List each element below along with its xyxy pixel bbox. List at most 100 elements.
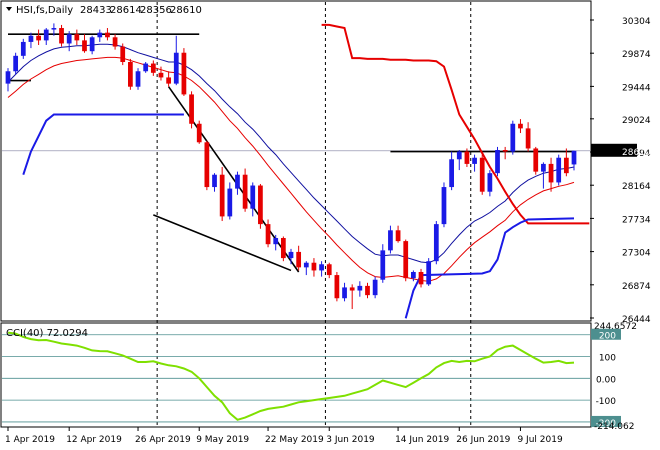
bear-candle	[265, 224, 271, 245]
bear-candle	[533, 148, 539, 172]
date-tick-label: 26 Jun 2019	[456, 435, 510, 445]
upper-envelope-line	[321, 23, 590, 225]
bull-candle	[433, 224, 439, 262]
moving-averages	[7, 23, 590, 319]
date-tick-label: 9 May 2019	[196, 435, 249, 445]
price-tick-label: 28164	[622, 182, 651, 192]
bear-candle	[502, 150, 508, 152]
cci-scale-label: -100	[596, 397, 617, 407]
bear-candle	[280, 238, 286, 259]
bear-candle	[105, 32, 110, 38]
bear-candle	[219, 174, 225, 217]
cci-scale-label: -200	[596, 419, 617, 429]
symbol-label: HSI,fs,Daily	[16, 5, 73, 16]
bull-candle	[143, 63, 149, 72]
bear-candle	[120, 46, 126, 62]
bull-candle	[227, 188, 233, 217]
bull-candle	[411, 271, 416, 279]
bear-candle	[365, 285, 370, 296]
symbol-dropdown-icon[interactable]	[6, 7, 12, 11]
bull-candle	[472, 157, 477, 164]
bear-candle	[59, 28, 64, 44]
ohlc-high: 28614	[110, 5, 142, 16]
cci-scale-label: 100	[599, 354, 616, 364]
bull-candle	[288, 251, 294, 259]
bull-candle	[28, 35, 34, 42]
bear-candle	[326, 264, 332, 276]
date-tick-label: 3 Jun 2019	[326, 435, 375, 445]
cci-scale-label: -214.062	[594, 422, 634, 432]
bull-candle	[212, 174, 217, 188]
price-tick-label: 27734	[622, 215, 651, 225]
bull-candle	[20, 41, 26, 56]
price-tick-label: 26444	[622, 315, 651, 325]
date-tick-label: 9 Jul 2019	[517, 435, 562, 445]
price-tick-label: 29874	[622, 50, 651, 60]
bull-candle	[273, 238, 279, 245]
date-axis: 1 Apr 2019 12 Apr 2019 26 Apr 2019 9 May 20…	[5, 427, 563, 445]
bear-candle	[196, 123, 202, 143]
bear-candle	[296, 251, 302, 268]
bull-candle	[372, 279, 378, 296]
ohlc-open: 28433	[80, 5, 112, 16]
bear-candle	[479, 157, 485, 192]
cci-scale-label: 0.00	[596, 375, 616, 385]
bull-candle	[89, 37, 95, 52]
bear-candle	[258, 185, 263, 225]
bear-candle	[518, 123, 523, 129]
cci-scale-label: 200	[599, 332, 616, 342]
bull-candle	[441, 187, 447, 225]
fast-moving-average-line	[7, 43, 575, 264]
main-grid	[156, 2, 472, 427]
date-tick-label: 22 May 2019	[265, 435, 324, 445]
cci-level-box	[591, 415, 621, 427]
bear-candle	[563, 157, 569, 174]
bear-candle	[349, 287, 355, 291]
ohlc-close: 28610	[170, 5, 202, 16]
candlestick-series	[5, 23, 577, 310]
bear-candle	[158, 72, 164, 78]
indicator-levels	[2, 334, 590, 423]
bear-candle	[395, 230, 401, 242]
bear-candle	[82, 40, 87, 52]
bear-candle	[242, 174, 248, 209]
slow-moving-average-line	[7, 56, 575, 282]
bear-candle	[525, 128, 531, 149]
bull-candle	[487, 173, 493, 192]
price-tick-label: 27304	[622, 249, 651, 259]
bull-candle	[135, 71, 141, 87]
bear-candle	[189, 94, 194, 124]
bear-candle	[181, 52, 187, 95]
bear-candle	[112, 37, 118, 47]
bear-candle	[150, 63, 156, 73]
bull-candle	[495, 150, 500, 174]
price-tick-label: 29024	[622, 116, 651, 126]
bull-candle	[342, 287, 347, 299]
price-tick-label: 26874	[622, 282, 651, 292]
bull-candle	[357, 285, 363, 291]
bull-candle	[51, 28, 57, 30]
trend-line	[153, 214, 292, 272]
lower-envelope-line	[22, 113, 184, 176]
bear-candle	[334, 275, 340, 299]
support-envelope-line	[404, 217, 575, 319]
bull-candle	[13, 55, 19, 72]
bull-candle	[319, 264, 324, 271]
cci-label: CCI(40) 72.0294	[6, 328, 88, 339]
bull-candle	[571, 150, 577, 165]
bear-candle	[128, 61, 133, 87]
date-tick-label: 26 Apr 2019	[135, 435, 191, 445]
bear-candle	[204, 142, 210, 188]
bull-candle	[541, 163, 546, 172]
bull-candle	[235, 174, 240, 189]
bull-candle	[173, 52, 179, 84]
date-tick-label: 14 Jun 2019	[395, 435, 449, 445]
current-price-label: 28610	[622, 148, 651, 158]
cci-series	[7, 331, 575, 421]
trend-lines	[8, 33, 574, 273]
bull-candle	[456, 151, 462, 160]
bull-candle	[380, 250, 386, 280]
